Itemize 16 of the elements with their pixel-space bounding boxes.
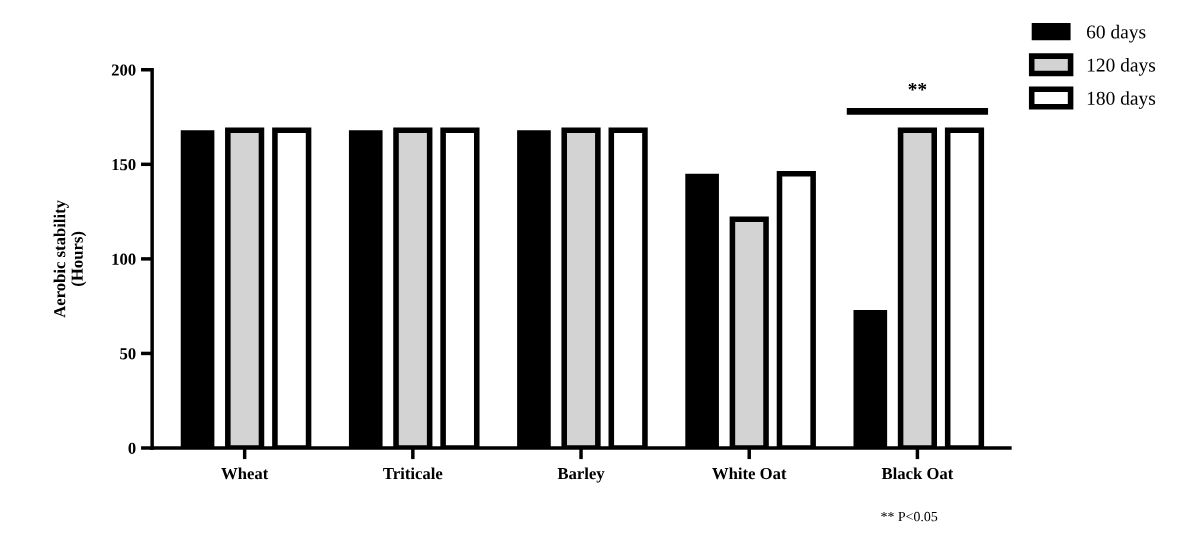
text: ** P<0.05 xyxy=(881,511,938,522)
annotation: ** xyxy=(908,83,927,91)
y-tick-label: 50 xyxy=(120,348,136,360)
y-tick-label: 0 xyxy=(128,442,136,454)
legend-label: 180 days xyxy=(1087,91,1156,109)
x-tick-label: Wheat xyxy=(221,467,269,480)
y-tick-label: 100 xyxy=(112,253,136,265)
y-axis-title: Aerobic stability (Hours) xyxy=(53,200,87,318)
legend-label: 60 days xyxy=(1086,24,1146,43)
x-tick-label: Triticale xyxy=(383,467,443,480)
legend-label: 120 days xyxy=(1087,58,1156,76)
x-tick-label: Black Oat xyxy=(881,467,954,480)
y-tick-label: 150 xyxy=(112,159,136,171)
x-tick-label: White Oat xyxy=(712,467,787,480)
y-tick-label: 200 xyxy=(111,64,136,76)
x-tick-label: Barley xyxy=(557,467,605,483)
